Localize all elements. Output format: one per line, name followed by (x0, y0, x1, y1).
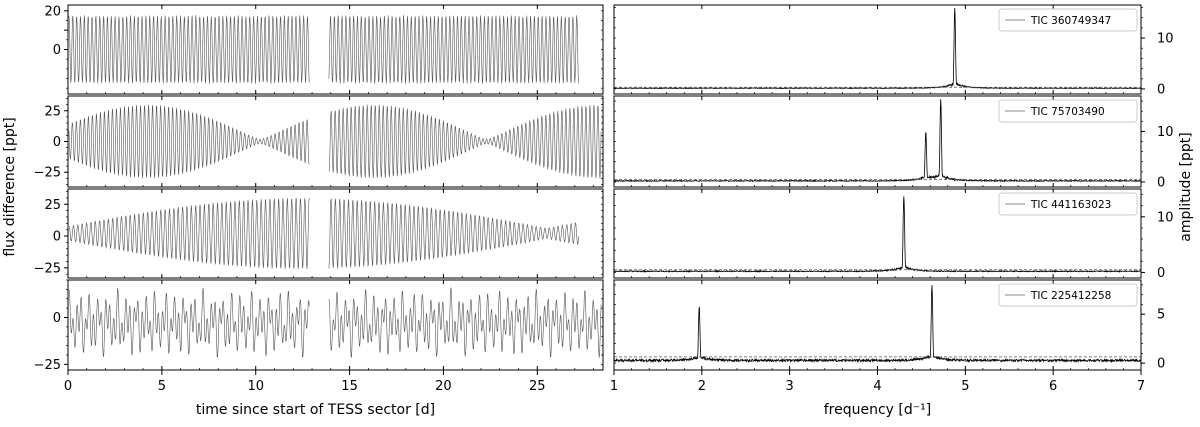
x-tick-label: 3 (786, 379, 794, 394)
x-tick-label: 0 (64, 379, 72, 394)
y-tick-label-right: 10 (1157, 125, 1174, 140)
y-tick-label-right: 0 (1157, 357, 1165, 372)
y-tick-label: −25 (34, 166, 61, 181)
y-tick-label-right: 10 (1157, 32, 1174, 47)
spectrum-line-4 (613, 285, 1141, 364)
legend-box-1 (998, 8, 1138, 32)
time-series-frame-4 (67, 279, 604, 371)
x-axis-label-frequency: frequency [d⁻¹] (824, 402, 931, 418)
y-tick-label-right: 0 (1157, 175, 1165, 190)
legend-box-4 (998, 283, 1138, 307)
x-axis-label-time: time since start of TESS sector [d] (196, 402, 435, 418)
y-tick-label: 0 (53, 311, 61, 326)
spectrum-panel-1: 0 10 TIC 360749347 (613, 4, 1174, 97)
x-tick-label: 25 (529, 379, 546, 394)
y-tick-label: −25 (34, 358, 61, 373)
y-tick-label: 20 (44, 4, 61, 19)
light-curve-line-2 (68, 104, 602, 179)
x-tick-label: 20 (435, 379, 452, 394)
time-series-panel-4: −25 0 (34, 279, 604, 373)
spectrum-line-3 (613, 196, 1142, 273)
light-curve-line-3 (68, 197, 579, 270)
spectrum-line-2 (613, 99, 1142, 183)
y-tick-label-right: 0 (1157, 266, 1165, 281)
y-tick-label: −25 (34, 261, 61, 276)
y-tick-label: 0 (53, 230, 61, 245)
time-series-panel-3: −25 0 25 (34, 188, 604, 279)
legend-box-3 (998, 192, 1138, 216)
y-tick-label: 25 (44, 198, 61, 213)
legend-label-1: TIC 360749347 (1030, 15, 1111, 27)
light-curve-line-4 (68, 287, 602, 359)
time-series-panel-1: 0 20 (44, 4, 604, 95)
x-tick-label: 6 (1049, 379, 1057, 394)
spectrum-panel-3: 0 10 TIC 441163023 (613, 188, 1174, 281)
x-tick-label: 1 (610, 379, 618, 394)
x-tick-label: 10 (247, 379, 264, 394)
time-series-frame-3 (67, 188, 604, 279)
x-tick-label: 5 (961, 379, 969, 394)
y-axis-label-flux: flux difference [ppt] (2, 117, 18, 256)
time-series-panel-2: −25 0 25 (34, 95, 604, 188)
legend-box-2 (998, 99, 1138, 123)
y-tick-label-right: 0 (1157, 82, 1165, 97)
y-axis-label-amplitude: amplitude [ppt] (1178, 132, 1194, 241)
y-tick-label-right: 5 (1157, 308, 1165, 323)
legend-label-2: TIC 75703490 (1030, 106, 1105, 118)
x-tick-label: 15 (341, 379, 358, 394)
spectrum-line-1 (613, 7, 1142, 90)
spectrum-panel-4: 0 5 TIC 225412258 (613, 279, 1165, 372)
legend-label-4: TIC 225412258 (1030, 290, 1111, 302)
spectrum-panel-2: 0 10 TIC 75703490 (613, 95, 1174, 190)
x-tick-label: 5 (158, 379, 166, 394)
y-tick-label: 0 (53, 43, 61, 58)
x-tick-label: 7 (1137, 379, 1145, 394)
x-tick-label: 2 (698, 379, 706, 394)
y-tick-label: 0 (53, 135, 61, 150)
legend-label-3: TIC 441163023 (1030, 199, 1111, 211)
y-tick-label-right: 10 (1157, 210, 1174, 225)
light-curve-line-1 (68, 15, 579, 84)
x-tick-label: 4 (873, 379, 881, 394)
y-tick-label: 25 (44, 104, 61, 119)
